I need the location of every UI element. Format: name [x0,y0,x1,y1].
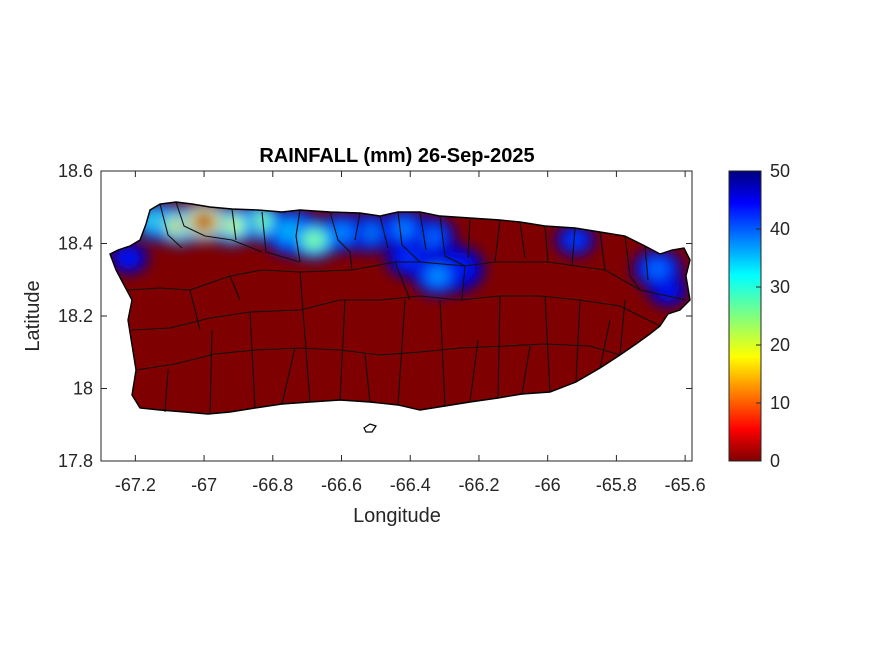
municipality-border [249,311,256,409]
x-tick-label: -66.8 [252,475,293,495]
y-tick-label: 18 [73,379,93,399]
x-axis-label: Longitude [353,505,441,527]
y-axis-label: Latitude [22,280,44,351]
rain-cell [429,269,447,283]
municipality-border [544,225,549,263]
municipality-border [354,212,361,241]
x-tick-label: -67 [191,475,217,495]
islet-outline [363,423,377,433]
municipality-border [439,215,466,267]
municipality-border [299,271,311,403]
municipality-border [519,221,526,259]
x-tick-label: -66.6 [321,475,362,495]
plot-area [100,170,693,462]
municipality-border [379,215,389,249]
municipality-border [164,369,169,413]
municipality-border [575,299,581,383]
municipality-border [644,245,649,281]
municipality-border [209,329,213,415]
x-tick-label: -66.4 [390,475,431,495]
municipality-border [281,347,296,405]
municipality-border [469,339,479,403]
rain-cell [401,251,419,265]
rain-cell [195,214,213,229]
rain-cell [649,262,667,276]
municipality-border [364,354,371,403]
municipality-border [339,299,346,401]
colorbar-tick-label: 30 [770,277,790,297]
municipality-border [397,211,421,263]
municipality-border [461,265,466,301]
municipality-border [544,295,551,393]
municipality-border [619,299,626,356]
chart-title: RAINFALL (mm) 26-Sep-2025 [259,145,534,167]
municipality-border [231,208,237,241]
municipality-border [497,295,501,399]
y-tick-label: 18.4 [58,234,93,254]
municipality-border [229,275,241,301]
municipality-border [521,345,531,395]
colorbar-tick-label: 0 [770,451,780,471]
island-outline [109,201,691,415]
colorbar: 0 10 20 30 40 50 [728,161,790,471]
rain-cell [121,252,136,264]
x-tick-label: -66 [535,475,561,495]
y-axis: 17.8 18 18.2 18.4 18.6 [58,161,692,471]
colorbar-tick-label: 40 [770,219,790,239]
municipality-border [494,219,501,263]
municipality-border [295,209,301,263]
rain-cell [394,222,412,236]
colorbar-tick-label: 50 [770,161,790,181]
municipality-border [135,343,621,371]
x-axis: -67.2 -67 -66.8 -66.6 -66.4 -66.2 -66 -65.8 -65.… [115,171,706,495]
municipality-border [624,235,641,291]
colorbar-tick-label: 10 [770,393,790,413]
colorbar-gradient [728,170,762,462]
municipality-border [571,227,576,267]
rain-cell [305,233,323,247]
municipality-borders [127,201,687,415]
municipality-border [175,201,263,253]
municipality-border [599,319,611,369]
rainfall-field [110,202,690,414]
municipality-border [397,299,406,406]
x-tick-label: -65.8 [596,475,637,495]
municipality-border [439,299,446,407]
municipality-border [599,231,606,271]
municipality-border [329,211,353,271]
y-tick-label: 18.6 [58,161,93,181]
x-tick-label: -66.2 [458,475,499,495]
municipality-border [189,289,201,331]
y-tick-label: 17.8 [58,451,93,471]
municipality-border [261,211,301,263]
x-tick-label: -67.2 [115,475,156,495]
colorbar-tick-label: 20 [770,335,790,355]
municipality-border [467,217,471,259]
y-tick-label: 18.2 [58,306,93,326]
island-base-fill [110,202,690,414]
x-tick-label: -65.6 [665,475,706,495]
municipality-border [394,261,411,301]
rain-cell [568,234,583,246]
municipality-border [131,295,661,331]
municipality-border [419,211,427,251]
municipality-border [159,203,183,249]
